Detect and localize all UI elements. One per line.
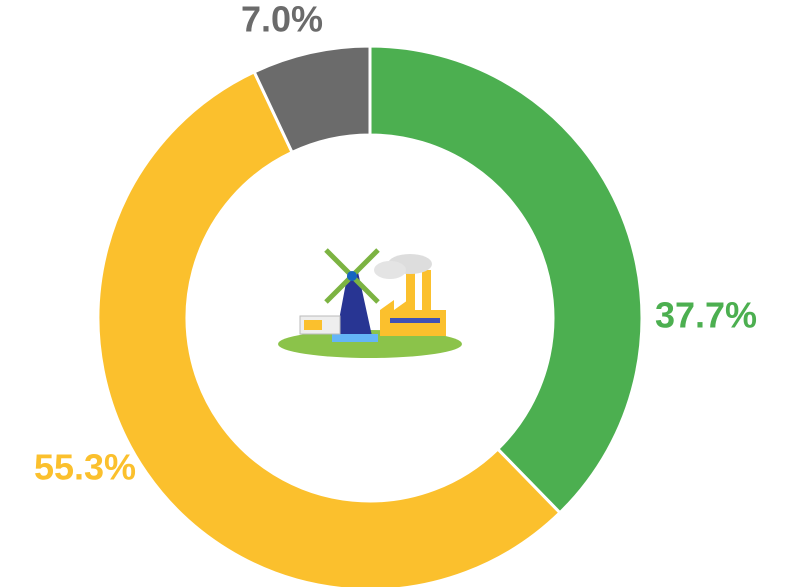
value-label: 55.3% — [34, 447, 136, 488]
center-icon — [278, 250, 462, 358]
page: 37.7%55.3%7.0% (() => { const data = JSO… — [0, 0, 792, 587]
chart: 37.7% 55.3% 7.0% — [0, 0, 792, 587]
value-label: 7.0% — [241, 0, 323, 40]
value-label: 37.7% — [655, 295, 757, 336]
